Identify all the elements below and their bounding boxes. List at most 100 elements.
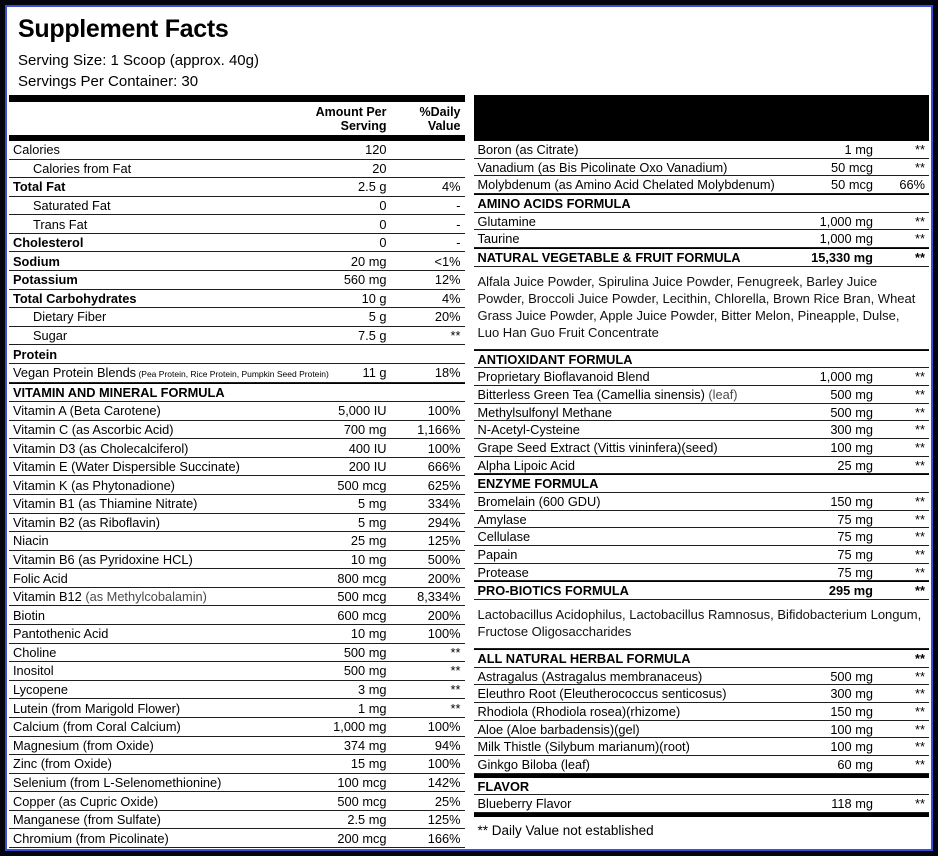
table-row: Astragalus (Astragalus membranaceus) 500 … bbox=[473, 668, 929, 686]
table-row: Vanadium (as Bis Picolinate Oxo Vanadium… bbox=[473, 159, 929, 177]
table-row: Vitamin B12 (as Methylcobalamin) 500 mcg 8… bbox=[9, 588, 465, 607]
section-row: NATURAL VEGETABLE & FRUIT FORMULA 15,330 … bbox=[473, 248, 929, 267]
amount-value: 5,000 IU bbox=[338, 403, 387, 419]
daily-value: 20% bbox=[434, 309, 461, 325]
ingredient-name: Dietary Fiber bbox=[33, 309, 107, 325]
ingredient-name: Inositol bbox=[13, 663, 54, 679]
ingredient-name: Vitamin B1 (as Thiamine Nitrate) bbox=[13, 496, 198, 512]
right-column: Boron (as Citrate) 1 mg ** Vanadium (as Bis… bbox=[473, 95, 929, 848]
ingredient-name: Vitamin B2 (as Riboflavin) bbox=[13, 514, 160, 530]
right-rows: Boron (as Citrate) 1 mg ** Vanadium (as Bis… bbox=[473, 141, 929, 848]
ingredient-name: Vitamin B6 (as Pyridoxine HCL) bbox=[13, 552, 193, 567]
daily-value: 166% bbox=[427, 830, 461, 846]
table-row: Bromelain (600 GDU) 150 mg ** bbox=[473, 493, 929, 511]
daily-value: ** bbox=[915, 650, 925, 666]
daily-value: ** bbox=[915, 564, 925, 580]
amount-value: 295 mg bbox=[828, 583, 873, 599]
table-row: Manganese (from Sulfate) 2.5 mg 125% bbox=[9, 811, 465, 830]
amount-value: 50 mcg bbox=[831, 159, 873, 175]
section-row: FLAVOR bbox=[473, 773, 929, 796]
table-row: Pantothenic Acid 10 mg 100% bbox=[9, 625, 465, 644]
amount-value: 25 mg bbox=[837, 457, 873, 473]
daily-value: 4% bbox=[442, 179, 461, 195]
ingredient-name: Cholesterol bbox=[13, 235, 84, 251]
amount-value: 560 mg bbox=[343, 272, 387, 288]
amount-value: 75 mg bbox=[837, 529, 873, 545]
label-inner: Supplement Facts Serving Size: 1 Scoop (… bbox=[5, 5, 933, 851]
table-row: Biotin 600 mcg 200% bbox=[9, 606, 465, 626]
amount-value: 374 mg bbox=[343, 737, 387, 753]
amount-value: 150 mg bbox=[830, 703, 873, 719]
section-row: PRO-BIOTICS FORMULA 295 mg ** bbox=[473, 581, 929, 601]
table-row: Alpha Lipoic Acid 25 mg ** bbox=[473, 457, 929, 475]
ingredient-name: ENZYME FORMULA bbox=[477, 476, 599, 492]
ingredient-name: FLAVOR bbox=[477, 778, 530, 794]
amount-per-serving-header: Amount Per Serving bbox=[315, 104, 387, 133]
amount-value: 15 mg bbox=[350, 756, 387, 772]
daily-value: ** bbox=[915, 511, 925, 527]
table-row: Selenium (from L-Selenomethionine) 100 mc… bbox=[9, 774, 465, 793]
section-row: ANTIOXIDANT FORMULA bbox=[473, 349, 929, 369]
daily-value: ** bbox=[915, 404, 925, 420]
amount-value: 500 mg bbox=[343, 644, 387, 660]
amount-value: 75 mg bbox=[837, 564, 873, 580]
ingredient-name: Blueberry Flavor bbox=[477, 796, 572, 812]
amount-value: 60 mg bbox=[837, 756, 873, 772]
amount-value: 100 mg bbox=[830, 739, 873, 755]
ingredient-name: Rhodiola (Rhodiola rosea)(rhizome) bbox=[477, 703, 681, 719]
ingredient-name: Aloe (Aloe barbadensis)(gel) bbox=[477, 721, 640, 737]
ingredient-name: Protease bbox=[477, 564, 529, 580]
ingredient-name: Zinc (from Oxide) bbox=[13, 756, 112, 772]
table-row: Lutein (from Marigold Flower) 1 mg ** bbox=[9, 699, 465, 718]
table-row: Aloe (Aloe barbadensis)(gel) 100 mg ** bbox=[473, 721, 929, 739]
table-row: Cellulase 75 mg ** bbox=[473, 528, 929, 547]
daily-value: ** bbox=[450, 663, 461, 679]
ingredient-name: Methylsulfonyl Methane bbox=[477, 404, 612, 420]
amount-value: 2.5 g bbox=[358, 179, 387, 195]
ingredient-name: Bromelain (600 GDU) bbox=[477, 493, 601, 509]
amount-value: 20 bbox=[372, 160, 387, 176]
daily-value: ** bbox=[915, 686, 925, 702]
table-row: Choline 500 mg ** bbox=[9, 644, 465, 663]
ingredient-name: Choline bbox=[13, 644, 57, 660]
amount-value: 150 mg bbox=[830, 493, 873, 509]
amount-value: 11 g bbox=[362, 365, 387, 381]
table-row: Ginkgo Biloba (leaf) 60 mg ** bbox=[473, 756, 929, 774]
amount-value: 100 mg bbox=[830, 721, 873, 737]
table-row: Proprietary Bioflavanoid Blend 1,000 mg ** bbox=[473, 368, 929, 387]
table-row: Glutamine 1,000 mg ** bbox=[473, 213, 929, 231]
amount-value: 1,000 mg bbox=[819, 369, 873, 385]
header-rule-bottom bbox=[9, 135, 465, 141]
amount-value: 200 IU bbox=[348, 459, 387, 475]
facts-title: Supplement Facts bbox=[18, 15, 229, 43]
right-column-header-bar bbox=[473, 95, 929, 141]
table-row: Sodium 20 mg <1% bbox=[9, 252, 465, 272]
daily-value: 334% bbox=[427, 496, 461, 512]
amount-value: 75 mg bbox=[837, 546, 873, 562]
table-row: Niacin 25 mg 125% bbox=[9, 532, 465, 551]
ingredient-name: AMINO ACIDS FORMULA bbox=[477, 195, 631, 211]
table-row: Sugar 7.5 g ** bbox=[9, 327, 465, 346]
ingredient-name: Biotin bbox=[13, 607, 46, 623]
amount-value: 1,000 mg bbox=[819, 231, 873, 247]
amount-value: 5 g bbox=[368, 309, 387, 325]
table-row: Lycopene 3 mg ** bbox=[9, 681, 465, 700]
table-row: Bitterless Green Tea (Camellia sinensis)… bbox=[473, 386, 929, 404]
ingredient-name: Vitamin K (as Phytonadione) bbox=[13, 477, 175, 493]
ingredient-list-text: Alfala Juice Powder, Spirulina Juice Pow… bbox=[473, 267, 929, 350]
daily-value-footnote: ** Daily Value not established bbox=[473, 813, 929, 848]
daily-value: 18% bbox=[434, 365, 461, 381]
daily-value: ** bbox=[915, 756, 925, 772]
ingredient-name: Calories bbox=[13, 142, 60, 158]
table-row: Vitamin K (as Phytonadione) 500 mcg 625% bbox=[9, 476, 465, 495]
daily-value: ** bbox=[915, 369, 925, 385]
table-row: Grape Seed Extract (Vittis vininfera)(se… bbox=[473, 439, 929, 457]
amount-value: 500 mg bbox=[830, 668, 873, 684]
daily-value: ** bbox=[915, 141, 925, 157]
ingredient-name: Sugar bbox=[33, 328, 68, 344]
table-row: Vegan Protein Blends (Pea Protein, Rice … bbox=[9, 364, 465, 383]
table-row: Molybdenum (as Amino Acid Chelated Molyb… bbox=[473, 176, 929, 195]
amount-value: 0 bbox=[379, 235, 387, 251]
amount-value: 300 mg bbox=[830, 686, 873, 702]
